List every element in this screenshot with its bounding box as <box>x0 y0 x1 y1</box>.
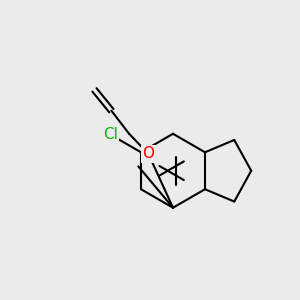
Text: Cl: Cl <box>103 127 118 142</box>
Text: O: O <box>142 146 154 161</box>
